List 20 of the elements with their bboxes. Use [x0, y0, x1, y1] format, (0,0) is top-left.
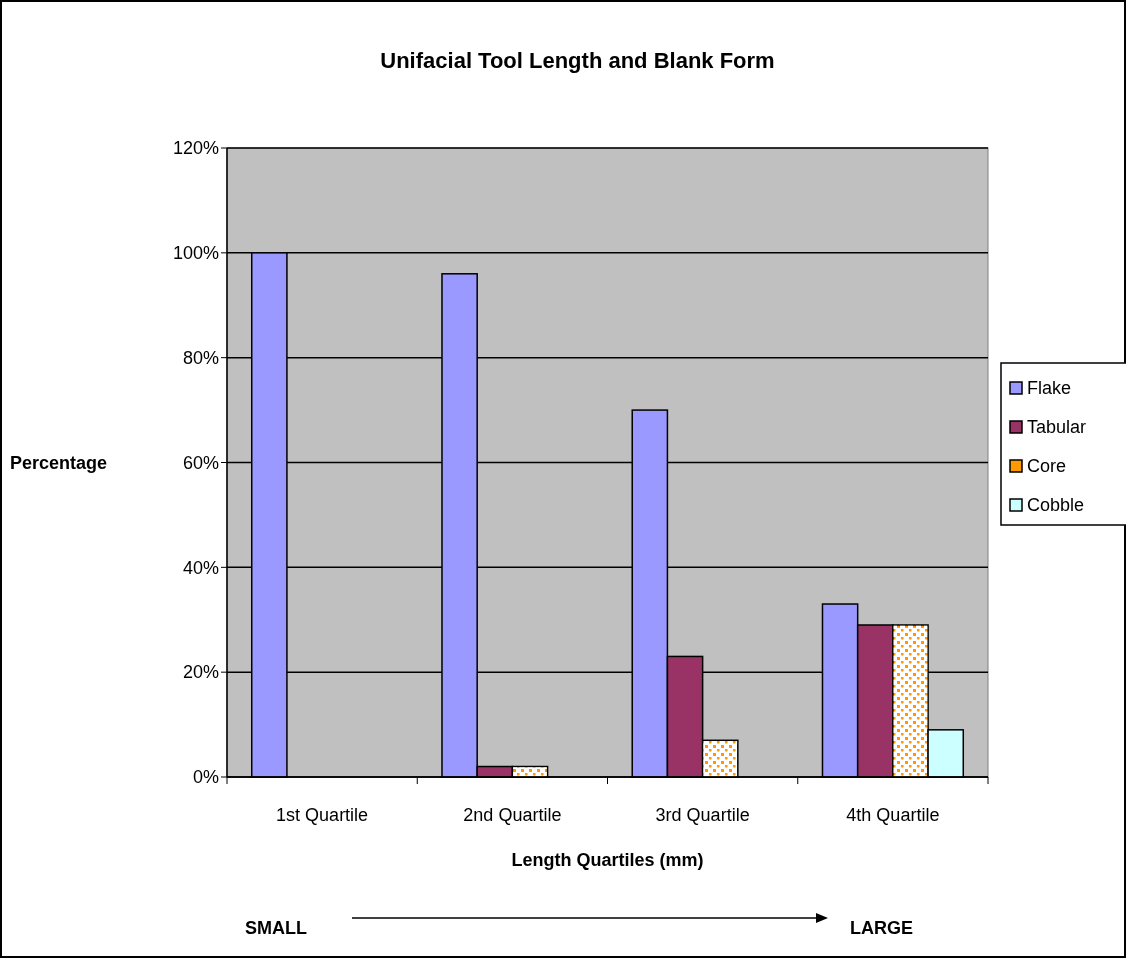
x-tick-label: 3rd Quartile [655, 805, 750, 825]
x-tick-label: 1st Quartile [276, 805, 369, 825]
y-tick-label: 60% [182, 452, 219, 473]
chart-title: Unifacial Tool Length and Blank Form [380, 48, 775, 73]
y-tick-label: 0% [192, 767, 219, 788]
y-tick-label: 20% [182, 662, 219, 683]
y-tick-label: 120% [172, 138, 219, 159]
text: SMALL [245, 918, 307, 938]
x-tick-label: 2nd Quartile [463, 805, 562, 825]
y-tick-label: 40% [182, 557, 219, 578]
y-tick-label: 100% [172, 243, 219, 264]
legend-label: Tabular [1027, 417, 1087, 438]
legend-label: Flake [1027, 378, 1072, 399]
y-axis-title: Percentage [10, 452, 108, 473]
legend-label: Core [1027, 456, 1067, 477]
x-tick-label: 4th Quartile [846, 805, 940, 825]
y-tick-label: 80% [182, 347, 219, 368]
x-axis-title: Length Quartiles (mm) [511, 850, 704, 870]
text: LARGE [850, 918, 913, 938]
legend-label: Cobble [1027, 495, 1085, 516]
